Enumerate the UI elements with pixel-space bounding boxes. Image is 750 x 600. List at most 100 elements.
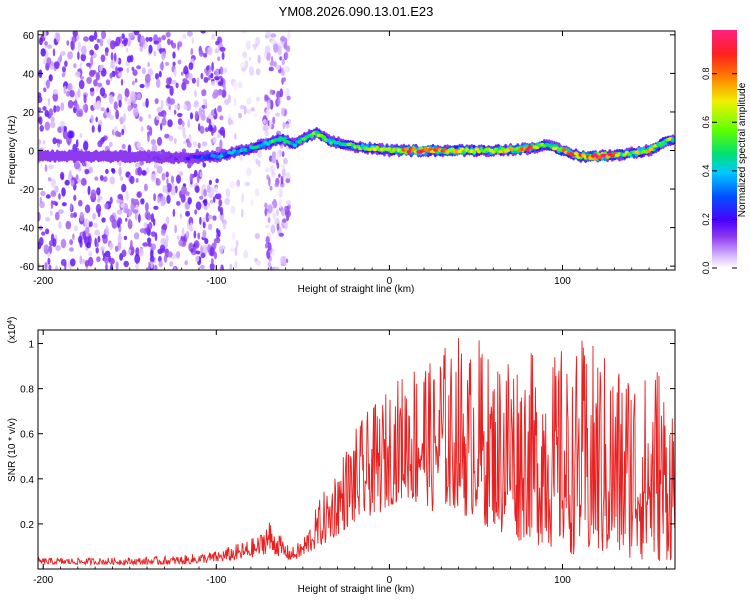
spectrogram-cell: [72, 143, 77, 153]
spectrogram-cell: [135, 178, 139, 183]
spectrogram-cell: [78, 79, 85, 90]
spectrogram-cell: [104, 250, 111, 258]
colorbar: 0.0 0.2 0.4 0.6 0.8 Normalized spectral ampl…: [701, 30, 748, 274]
spectrogram-cell: [221, 51, 225, 60]
spectrogram-cell: [184, 260, 188, 266]
spectrogram-cell: [48, 108, 54, 117]
spectrogram-cell: [38, 95, 43, 103]
spectrogram-cell: [257, 148, 262, 158]
spectrogram-cell: [127, 98, 131, 107]
spectrogram-cell: [224, 99, 230, 105]
spectrogram-cell: [239, 154, 243, 161]
spectrogram-cell: [234, 133, 237, 140]
spectrogram-cell: [175, 82, 179, 89]
spectrogram-cell: [285, 123, 290, 129]
spectrogram-cell: [208, 179, 212, 185]
spectrogram-cell: [51, 178, 56, 188]
spectrogram-cell: [147, 237, 152, 244]
spectrogram-cell: [214, 186, 218, 194]
ridge-cell: [280, 137, 285, 141]
spectrogram-cell: [194, 209, 198, 215]
spectrogram-cell: [45, 217, 50, 222]
spectrogram-cell: [206, 186, 211, 193]
spectrogram-cell: [105, 79, 111, 86]
spectrogram-cell: [234, 261, 238, 269]
spectrogram-cell: [52, 92, 59, 102]
spectrogram-cell: [275, 112, 280, 117]
spectrogram-cell: [231, 231, 236, 241]
spectrogram-cell: [163, 254, 168, 263]
spectrogram-cell: [276, 162, 280, 170]
spectrogram-cell: [125, 190, 129, 201]
spectrogram-cell: [59, 171, 65, 180]
spectrogram-cell: [83, 141, 89, 151]
spectrogram-cell: [96, 187, 101, 196]
spectrogram-cell: [208, 124, 213, 132]
spectrogram-cell: [42, 139, 46, 145]
spectrogram-cell: [47, 97, 51, 106]
spectrogram-cell: [48, 264, 52, 270]
spectrogram-cell: [285, 178, 291, 184]
spectrogram-cell: [223, 85, 227, 90]
colorbar-tick-label: 0.6: [701, 116, 711, 129]
spectrogram-cell: [202, 230, 207, 239]
spectrogram-cell: [150, 139, 156, 146]
spectrogram-cell: [48, 74, 53, 82]
spectrogram-cell: [279, 88, 284, 98]
spectrogram-cell: [90, 114, 94, 123]
spectrogram-cell: [144, 73, 151, 84]
spectrogram-cell: [189, 112, 194, 120]
spectrogram-cell: [174, 224, 178, 234]
spectrogram-cell: [69, 239, 73, 246]
spectrogram-cell: [165, 31, 171, 38]
colorbar-tick-label: 0.0: [701, 262, 711, 275]
spectrogram-panel: -200 -100 0 100 60 40 20 0 -20 -40 -60 Height of …: [7, 30, 676, 295]
snr-line: [38, 338, 675, 567]
spectrogram-cell: [93, 102, 98, 110]
spectrogram-cell: [193, 246, 197, 256]
spectrogram-cell: [158, 260, 163, 268]
spectrogram-cell: [105, 225, 109, 236]
spectrogram-cell: [271, 155, 277, 164]
spectrogram-cell: [42, 106, 47, 111]
snr-multiplier-suffix: ): [7, 317, 18, 320]
spectrogram-cell: [243, 105, 247, 115]
spectrogram-cell: [134, 78, 138, 83]
spectrogram-cell: [67, 130, 74, 139]
spectrogram-cell: [96, 85, 99, 93]
spectrogram-cell: [230, 205, 236, 215]
spectrogram-cell: [95, 247, 99, 254]
spectrogram-cell: [104, 47, 109, 54]
spectrogram-cell: [109, 214, 115, 223]
spectrogram-cell: [101, 31, 106, 40]
spectrogram-cell: [255, 36, 261, 46]
spectrogram-cell: [165, 84, 171, 89]
spectrogram-cell: [182, 120, 185, 128]
spectrogram-cell: [253, 44, 257, 51]
spectrogram-cell: [168, 105, 171, 111]
spectrogram-cell: [265, 224, 270, 229]
ridge-cell: [406, 150, 411, 154]
spectrogram-cell: [38, 112, 41, 118]
spectrogram-cell: [83, 162, 87, 167]
spectrogram-cell: [141, 67, 146, 75]
spectrogram-cell: [268, 176, 271, 187]
spectrogram-cell: [283, 65, 289, 73]
spectrogram-cell: [48, 164, 55, 170]
spectrogram-cell: [230, 247, 236, 252]
spectrogram-cell: [52, 137, 57, 145]
spectrogram-cell: [281, 151, 285, 158]
spectrogram-cell: [267, 242, 272, 251]
spectrogram-cell: [79, 255, 82, 265]
spectrogram-cell: [165, 234, 169, 243]
spectrogram-cell: [124, 96, 128, 102]
spectrogram-cell: [148, 36, 153, 42]
spectrogram-cell: [127, 144, 132, 155]
spectrogram-cell: [197, 232, 201, 240]
spectrogram-cell: [157, 196, 161, 204]
spectrogram-cell: [188, 134, 192, 142]
spectrogram-cell: [183, 104, 188, 110]
spectrogram-cell: [282, 218, 287, 223]
spectrogram-cell: [67, 83, 72, 91]
spectrogram-cell: [117, 240, 122, 251]
